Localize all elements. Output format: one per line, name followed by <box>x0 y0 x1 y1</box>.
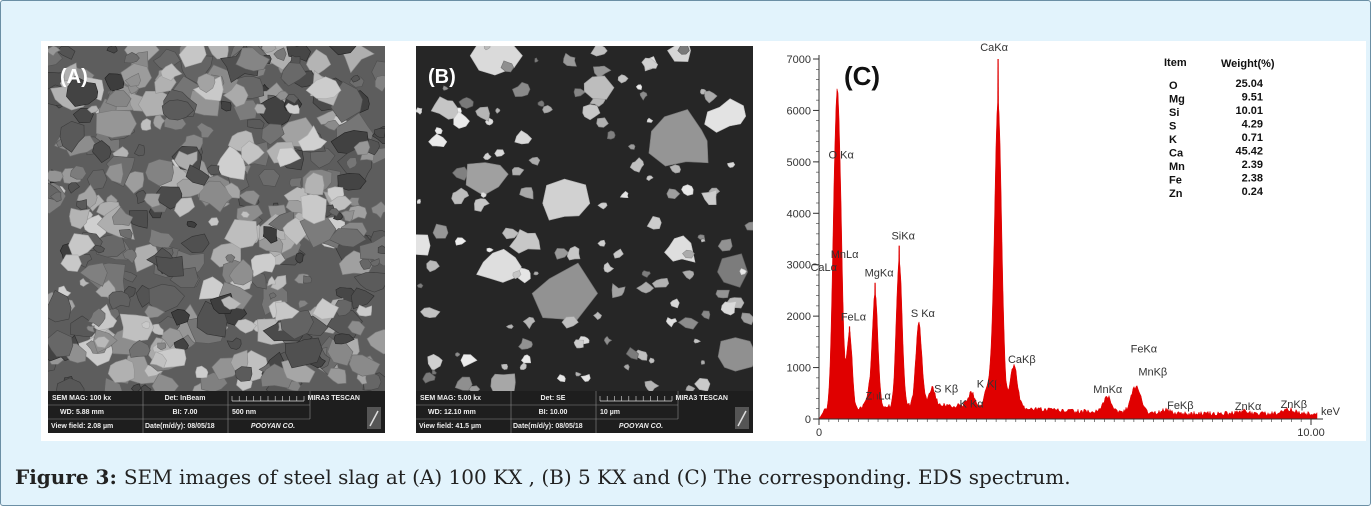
peak-label: MnLα <box>831 249 859 261</box>
y-tick-label: 7000 <box>787 54 811 66</box>
sem-image: (A) SEM MAG: 100 kx Det: InBeam MIRA3 TESCA… <box>41 41 398 433</box>
peak-label: O Kα <box>829 149 855 161</box>
table-value: 0.71 <box>1242 132 1263 144</box>
info-text: WD: 12.10 mm <box>428 409 476 416</box>
peak-label: ZnKα <box>1235 401 1262 413</box>
table-value: 25.04 <box>1235 78 1263 90</box>
peak-label: FeKα <box>1131 343 1158 355</box>
info-text: POOYAN CO. <box>619 423 663 430</box>
y-tick-label: 4000 <box>787 208 811 220</box>
sem-image: (B) SEM MAG: 5.00 kx Det: SE MIRA3 TESCAN WD… <box>403 41 759 433</box>
y-tick-label: 3000 <box>787 260 811 272</box>
peak-label: CaKβ <box>1008 354 1036 366</box>
y-tick-label: 2000 <box>787 311 811 323</box>
peak-label: MgKα <box>865 268 895 280</box>
info-text: View field: 2.08 µm <box>51 423 113 430</box>
grain <box>701 361 705 365</box>
peak-label: ZnLα <box>866 391 892 403</box>
info-text: SEM MAG: 5.00 kx <box>420 395 481 402</box>
y-tick-label: 5000 <box>787 157 811 169</box>
panel-label: (A) <box>60 66 88 88</box>
table-value: 4.29 <box>1242 119 1263 131</box>
x-tick-label: 10.00 <box>1297 427 1325 439</box>
table-value: 45.42 <box>1235 146 1263 158</box>
sem-texture <box>41 41 398 402</box>
table-item: Fe <box>1169 175 1182 187</box>
peak-label: MnKα <box>1093 384 1123 396</box>
table-item: Mn <box>1169 161 1185 173</box>
info-text: Date(m/d/y): 08/05/18 <box>513 423 583 430</box>
table-value: 9.51 <box>1242 92 1263 104</box>
table-value: 0.24 <box>1242 186 1264 198</box>
y-tick-label: 6000 <box>787 105 811 117</box>
grain <box>607 131 615 139</box>
table-item: Zn <box>1169 188 1183 200</box>
table-value: 10.01 <box>1235 105 1263 117</box>
grain <box>303 276 312 283</box>
table-item: Si <box>1169 107 1179 119</box>
figure: (A) SEM MAG: 100 kx Det: InBeam MIRA3 TESCA… <box>41 41 1366 441</box>
peak-label: ZnKβ <box>1281 399 1308 411</box>
sem-texture <box>403 41 759 395</box>
peak-label: S Kα <box>911 308 936 320</box>
panel-label: (C) <box>844 61 880 91</box>
table-value: 2.38 <box>1242 173 1263 185</box>
grain <box>96 110 136 137</box>
info-text: MIRA3 TESCAN <box>307 395 360 402</box>
caption-text: SEM images of steel slag at (A) 100 KX ,… <box>124 465 1071 489</box>
grain <box>248 120 265 129</box>
y-tick-label: 1000 <box>787 363 811 375</box>
figure-frame: (A) SEM MAG: 100 kx Det: InBeam MIRA3 TESCA… <box>0 0 1371 506</box>
info-text: Det: SE <box>541 395 566 402</box>
table-header: Weight(%) <box>1221 58 1275 70</box>
info-text: 10 µm <box>600 409 620 416</box>
info-text: View field: 41.5 µm <box>419 423 481 430</box>
info-text: WD: 5.88 mm <box>60 409 104 416</box>
peak-label: S Kβ <box>934 383 958 395</box>
info-text: POOYAN CO. <box>251 423 295 430</box>
info-text: Det: InBeam <box>165 395 206 402</box>
info-text: SEM MAG: 100 kx <box>52 395 111 402</box>
peak-label: MnKβ <box>1138 367 1167 379</box>
caption: Figure 3: SEM images of steel slag at (A)… <box>15 465 1071 489</box>
caption-label: Figure 3: <box>15 465 117 489</box>
table-item: Mg <box>1169 94 1185 106</box>
info-text: 500 nm <box>232 409 256 416</box>
grain <box>296 253 304 264</box>
info-text: BI: 7.00 <box>173 409 198 416</box>
x-tick-label: 0 <box>816 427 822 439</box>
table-item: K <box>1169 134 1177 146</box>
peak-label: FeLα <box>841 311 867 323</box>
grain <box>417 199 420 203</box>
table-item: S <box>1169 121 1176 133</box>
peak-label: FeKβ <box>1167 400 1194 412</box>
x-unit: keV <box>1321 406 1341 418</box>
y-tick-label: 0 <box>805 414 811 426</box>
table-value: 2.39 <box>1242 159 1263 171</box>
peak-label: SiKα <box>891 231 915 243</box>
grain <box>534 272 539 275</box>
table-item: O <box>1169 80 1178 92</box>
peak-label: CaLα <box>810 262 837 274</box>
grain <box>698 235 705 240</box>
grain <box>290 178 302 189</box>
info-text: Date(m/d/y): 08/05/18 <box>145 423 215 430</box>
peak-label: CaKα <box>980 42 1008 54</box>
table-header: Item <box>1164 57 1187 69</box>
info-text: MIRA3 TESCAN <box>675 395 728 402</box>
peak-label: K Kα <box>959 399 984 411</box>
panel-label: (B) <box>428 66 456 88</box>
grain <box>716 290 730 298</box>
info-text: BI: 10.00 <box>539 409 568 416</box>
table-item: Ca <box>1169 148 1184 160</box>
